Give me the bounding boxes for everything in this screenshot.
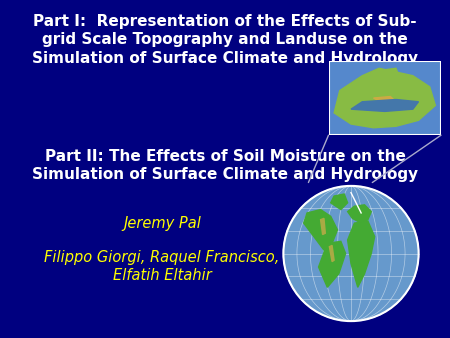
Polygon shape xyxy=(304,210,338,250)
Polygon shape xyxy=(320,218,325,235)
Text: Part II: The Effects of Soil Moisture on the
Simulation of Surface Climate and H: Part II: The Effects of Soil Moisture on… xyxy=(32,149,418,182)
Polygon shape xyxy=(379,68,401,91)
Polygon shape xyxy=(351,99,418,112)
Polygon shape xyxy=(319,241,346,287)
Text: Jeremy Pal: Jeremy Pal xyxy=(123,216,201,231)
Text: Part I:  Representation of the Effects of Sub-
grid Scale Topography and Landuse: Part I: Representation of the Effects of… xyxy=(32,14,418,66)
Polygon shape xyxy=(347,221,375,287)
Polygon shape xyxy=(374,97,396,104)
Text: Filippo Giorgi, Raquel Francisco,
Elfatih Eltahir: Filippo Giorgi, Raquel Francisco, Elfati… xyxy=(44,250,280,283)
Polygon shape xyxy=(347,205,371,223)
Circle shape xyxy=(284,186,418,321)
Polygon shape xyxy=(331,194,347,210)
Polygon shape xyxy=(329,245,334,262)
Polygon shape xyxy=(334,68,436,128)
